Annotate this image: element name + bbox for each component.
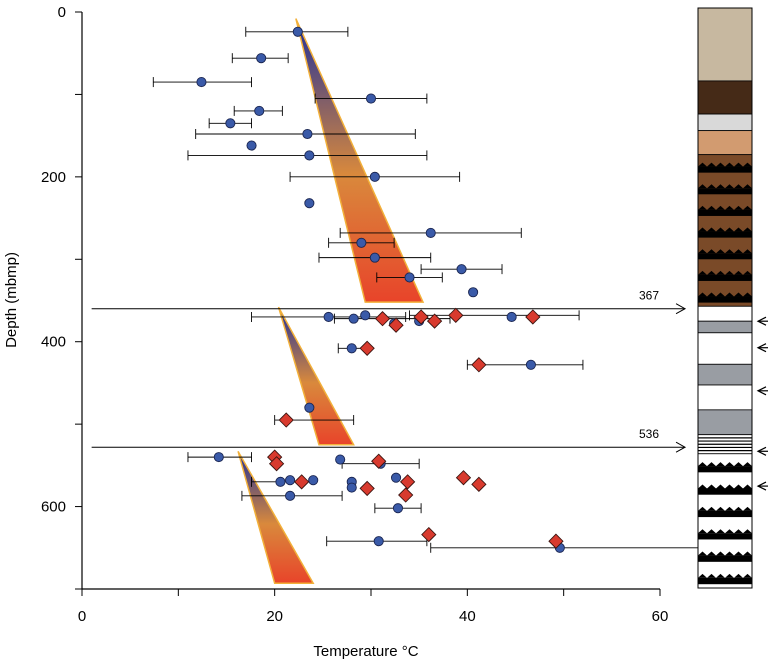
x-tick-label: 0 — [78, 608, 86, 625]
circle-point — [197, 77, 206, 86]
y-tick-label: 600 — [41, 499, 66, 516]
diamond-point — [295, 475, 309, 489]
circle-point — [293, 27, 302, 36]
lithology-layer-5 — [698, 155, 752, 307]
circle-point — [391, 473, 400, 482]
lithology-layer-3 — [698, 114, 752, 131]
circle-point — [349, 314, 358, 323]
boundary-label: 367 — [639, 289, 659, 303]
circle-point — [370, 172, 379, 181]
circle-point — [405, 273, 414, 282]
lithology-band — [698, 188, 752, 194]
circle-point — [336, 455, 345, 464]
circle-point — [255, 106, 264, 115]
diamond-point — [526, 310, 540, 324]
lithology-band — [698, 533, 752, 539]
lithology-band — [698, 488, 752, 494]
gradient-wedge-2 — [279, 307, 354, 445]
diamond-point — [428, 314, 442, 328]
circle-point — [361, 311, 370, 320]
circle-point — [457, 265, 466, 274]
circle-point — [305, 403, 314, 412]
lithology-layer-13 — [698, 454, 752, 588]
lithology-band — [698, 167, 752, 173]
y-tick-label: 400 — [41, 334, 66, 351]
lithology-layer-11 — [698, 410, 752, 435]
circle-point — [226, 119, 235, 128]
lithology-layer-9 — [698, 364, 752, 385]
circle-point — [214, 453, 223, 462]
y-axis-title: Depth (mbmp) — [3, 252, 20, 348]
circle-point — [285, 491, 294, 500]
circle-point — [303, 129, 312, 138]
lithology-band — [698, 511, 752, 517]
circle-point — [507, 312, 516, 321]
circle-point — [357, 238, 366, 247]
temperature-gradient-wedges — [238, 19, 423, 584]
error-bars — [153, 27, 698, 553]
depth-temperature-chart: 367536 0 20 40 600200400600 Temperature °C … — [0, 0, 768, 663]
circle-point — [347, 344, 356, 353]
circle-point — [426, 228, 435, 237]
circle-point — [370, 253, 379, 262]
lithology-layer-10 — [698, 385, 752, 410]
lithology-band — [698, 275, 752, 281]
circle-point — [469, 288, 478, 297]
diamond-point — [472, 358, 486, 372]
circle-point — [374, 537, 383, 546]
diamond-point — [401, 475, 415, 489]
circle-point — [393, 504, 402, 513]
circle-point — [257, 54, 266, 63]
circle-point — [285, 476, 294, 485]
diamond-point — [422, 528, 436, 542]
circle-point — [309, 476, 318, 485]
lithology-band — [698, 253, 752, 259]
lithology-band — [698, 578, 752, 584]
lithology-layer-7 — [698, 321, 752, 333]
circle-point — [305, 199, 314, 208]
diamond-point — [399, 488, 413, 502]
y-tick-label: 200 — [41, 169, 66, 186]
lithology-band — [698, 556, 752, 562]
lithology-layer-2 — [698, 81, 752, 114]
gradient-wedge-1 — [296, 19, 423, 303]
circle-point — [324, 312, 333, 321]
x-axis-title: Temperature °C — [313, 643, 418, 660]
lithology-layer-1 — [698, 8, 752, 81]
circle-point — [526, 360, 535, 369]
diamond-point — [449, 308, 463, 322]
lithology-band — [698, 210, 752, 216]
lithology-layer-4 — [698, 131, 752, 155]
diamond-point — [360, 481, 374, 495]
circle-point — [247, 141, 256, 150]
gradient-wedge-3 — [238, 451, 313, 583]
diamond-point — [472, 477, 486, 491]
circle-point — [347, 483, 356, 492]
diamond-point — [376, 312, 390, 326]
diamond-point — [456, 471, 470, 485]
x-tick-label: 60 — [652, 608, 669, 625]
lithology-band — [698, 466, 752, 472]
boundary-lines: 367 536 — [92, 289, 685, 452]
diamond-point — [360, 341, 374, 355]
boundary-label: 536 — [639, 427, 659, 441]
lithology-column — [698, 8, 768, 588]
circle-point — [276, 477, 285, 486]
y-tick-label: 0 — [58, 4, 66, 21]
lithology-layer-6 — [698, 306, 752, 321]
x-tick-label: 40 — [459, 608, 476, 625]
circle-point — [305, 151, 314, 160]
circle-point — [366, 94, 375, 103]
x-tick-label: 20 — [266, 608, 283, 625]
diamond-point — [279, 413, 293, 427]
lithology-band — [698, 232, 752, 238]
lithology-layer-8 — [698, 333, 752, 364]
lithology-band — [698, 297, 752, 303]
